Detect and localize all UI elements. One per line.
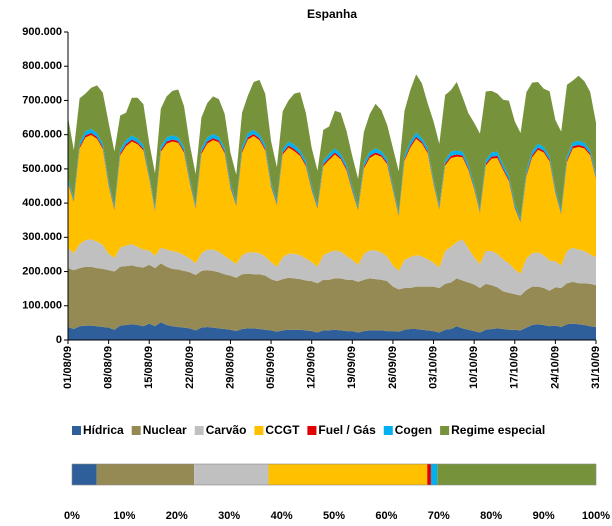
x-tick-label: 40% (271, 510, 293, 522)
x-tick-label: 31/10/09 (590, 346, 602, 389)
legend-swatch (307, 426, 317, 435)
x-tick-label: 17/10/09 (509, 346, 521, 389)
legend-swatch (440, 426, 450, 435)
y-tick-label: 200.000 (22, 265, 62, 277)
bar-segment (96, 464, 195, 485)
legend-swatch (254, 426, 264, 435)
legend-label: Nuclear (143, 423, 187, 437)
x-tick-label: 22/08/09 (184, 346, 196, 389)
bar-segment (194, 464, 269, 485)
x-tick-label: 01/08/09 (62, 346, 74, 389)
x-tick-label: 20% (166, 510, 188, 522)
x-tick-label: 12/09/09 (306, 346, 318, 389)
x-tick-label: 80% (480, 510, 502, 522)
area (68, 135, 596, 274)
y-tick-label: 300.000 (22, 231, 62, 243)
y-tick-label: 400.000 (22, 197, 62, 209)
x-tick-label: 05/09/09 (265, 346, 277, 389)
x-tick-label: 15/08/09 (143, 346, 155, 389)
bar-segment (437, 464, 596, 485)
y-tick-label: 100.000 (22, 300, 62, 312)
x-tick-label: 10/10/09 (468, 346, 480, 389)
bar-segment (427, 464, 431, 485)
legend-label: Carvão (206, 423, 247, 437)
y-tick-label: 900.000 (22, 26, 62, 38)
area (68, 322, 596, 340)
x-tick-label: 03/10/09 (427, 346, 439, 389)
chart-title: Espanha (307, 7, 357, 21)
x-tick-label: 30% (218, 510, 240, 522)
x-tick-label: 26/09/09 (387, 346, 399, 389)
x-tick-label: 0% (64, 510, 80, 522)
area (68, 239, 596, 296)
y-tick-label: 700.000 (22, 94, 62, 106)
legend-swatch (131, 426, 141, 435)
bar-segment (430, 464, 438, 485)
x-tick-label: 08/08/09 (103, 346, 115, 389)
area (68, 263, 596, 333)
y-tick-label: 800.000 (22, 60, 62, 72)
y-tick-label: 600.000 (22, 129, 62, 141)
legend-swatch (72, 426, 81, 435)
x-tick-label: 100% (582, 510, 610, 522)
legend-label: Regime especial (451, 423, 545, 437)
legend-label: Cogen (395, 423, 432, 437)
x-tick-label: 60% (375, 510, 397, 522)
y-tick-label: 0 (56, 334, 62, 346)
x-tick-label: 50% (323, 510, 345, 522)
y-tick-label: 500.000 (22, 163, 62, 175)
legend-swatch (194, 426, 204, 435)
legend-label: Hídrica (83, 423, 124, 437)
bar-segment (72, 464, 97, 485)
legend-swatch (383, 426, 393, 435)
x-tick-label: 24/10/09 (549, 346, 561, 389)
x-tick-label: 90% (533, 510, 555, 522)
x-tick-label: 70% (428, 510, 450, 522)
x-tick-label: 19/09/09 (346, 346, 358, 389)
bar-outline (71, 463, 597, 486)
legend-label: Fuel / Gás (318, 423, 376, 437)
x-tick-label: 29/08/09 (224, 346, 236, 389)
bar-segment (268, 464, 428, 485)
area (68, 74, 596, 219)
legend-label: CCGT (265, 423, 300, 437)
x-tick-label: 10% (113, 510, 135, 522)
